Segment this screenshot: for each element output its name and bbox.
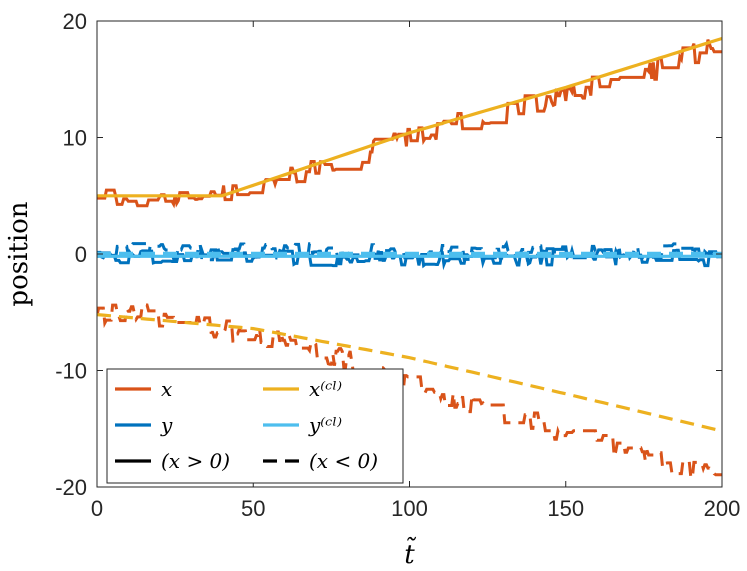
legend-label: (x < 0): [309, 449, 378, 473]
x-tick-label: 150: [547, 496, 584, 521]
legend-label: x⁽ᶜˡ⁾: [309, 377, 342, 401]
y-axis-label: position: [4, 201, 34, 306]
x-tick-label: 0: [91, 496, 103, 521]
series-layer: [97, 36, 722, 482]
y-tick-label: 0: [75, 242, 87, 267]
x-tick-label: 50: [241, 496, 265, 521]
legend-box: [106, 368, 404, 484]
x-tick-label: 100: [391, 496, 428, 521]
legend-label: y⁽ᶜˡ⁾: [308, 413, 342, 437]
legend: x x⁽ᶜˡ⁾ y y⁽ᶜˡ⁾ (x > 0) (x < 0): [106, 368, 404, 484]
y-tick-label: -20: [55, 475, 87, 500]
legend-label: (x > 0): [161, 449, 230, 473]
y-tick-label: -10: [55, 359, 87, 384]
x-tick-label: 200: [704, 496, 741, 521]
legend-label: y: [160, 413, 173, 437]
y-tick-label: 10: [63, 126, 87, 151]
x-axis-label: t̃: [404, 536, 417, 570]
series-xcl-positive: [97, 36, 722, 198]
series-x-negative: [97, 303, 722, 482]
series-xcl-negative: [97, 313, 722, 433]
series-x-positive: [97, 39, 722, 209]
y-tick-label: 20: [63, 9, 87, 34]
legend-label: x: [161, 377, 172, 401]
